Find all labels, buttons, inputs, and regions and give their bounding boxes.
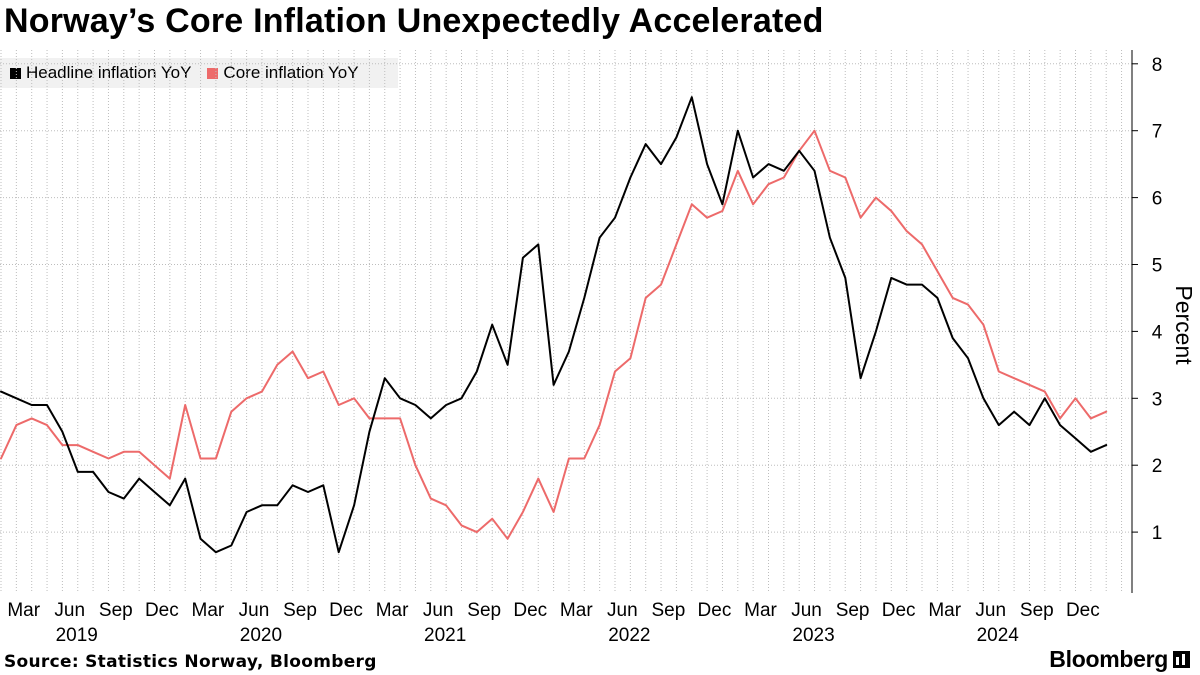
y-tick-label: 4 xyxy=(1152,322,1163,343)
x-month-label: Jun xyxy=(791,600,822,621)
x-month-label: Jun xyxy=(607,600,638,621)
y-tick-label: 8 xyxy=(1152,55,1163,76)
x-month-label: Jun xyxy=(423,600,454,621)
x-month-label: Jun xyxy=(975,600,1006,621)
x-month-label: Mar xyxy=(7,600,40,621)
x-month-label: Mar xyxy=(744,600,777,621)
y-tick-label: 6 xyxy=(1152,189,1163,210)
bloomberg-logo: Bloomberg xyxy=(1049,646,1190,673)
bloomberg-icon xyxy=(1173,651,1190,668)
x-month-label: Sep xyxy=(836,600,870,621)
x-month-label: Sep xyxy=(1020,600,1054,621)
chart-title: Norway’s Core Inflation Unexpectedly Acc… xyxy=(4,2,824,40)
y-tick-label: 1 xyxy=(1152,523,1163,544)
x-month-label: Mar xyxy=(192,600,225,621)
x-month-label: Mar xyxy=(560,600,593,621)
x-year-label: 2019 xyxy=(56,625,98,646)
x-month-label: Dec xyxy=(882,600,916,621)
series-line-headline xyxy=(0,96,1108,554)
x-month-label: Sep xyxy=(99,600,133,621)
x-month-label: Dec xyxy=(698,600,732,621)
y-tick-label: 3 xyxy=(1152,389,1163,410)
legend-swatch-headline xyxy=(10,67,21,79)
x-year-label: 2024 xyxy=(977,625,1020,646)
legend-label-headline: Headline inflation YoY xyxy=(26,63,192,82)
legend-label-core: Core inflation YoY xyxy=(223,63,359,82)
x-year-label: 2021 xyxy=(424,625,466,646)
legend-swatch-core xyxy=(207,67,219,79)
y-axis-title: Percent xyxy=(1171,285,1197,365)
x-month-label: Jun xyxy=(54,600,85,621)
x-year-label: 2023 xyxy=(792,625,834,646)
y-tick-label: 2 xyxy=(1152,456,1163,477)
y-tick-label: 5 xyxy=(1152,256,1163,277)
brand-text: Bloomberg xyxy=(1049,646,1168,672)
series-line-core xyxy=(0,129,1108,540)
legend: Headline inflation YoY Core inflation Yo… xyxy=(0,58,398,88)
x-month-label: Dec xyxy=(145,600,179,621)
x-month-label: Sep xyxy=(283,600,317,621)
x-month-label: Mar xyxy=(376,600,409,621)
x-month-label: Dec xyxy=(513,600,547,621)
x-month-label: Jun xyxy=(239,600,270,621)
x-month-label: Mar xyxy=(928,600,961,621)
x-month-label: Sep xyxy=(651,600,685,621)
legend-item-headline: Headline inflation YoY xyxy=(10,63,191,83)
source-note: Source: Statistics Norway, Bloomberg xyxy=(4,652,377,672)
legend-item-core: Core inflation YoY xyxy=(207,63,359,83)
x-year-label: 2020 xyxy=(240,625,282,646)
x-year-label: 2022 xyxy=(608,625,650,646)
x-month-label: Sep xyxy=(467,600,501,621)
x-month-label: Dec xyxy=(1066,600,1100,621)
x-month-label: Dec xyxy=(329,600,363,621)
y-tick-label: 7 xyxy=(1152,122,1163,143)
